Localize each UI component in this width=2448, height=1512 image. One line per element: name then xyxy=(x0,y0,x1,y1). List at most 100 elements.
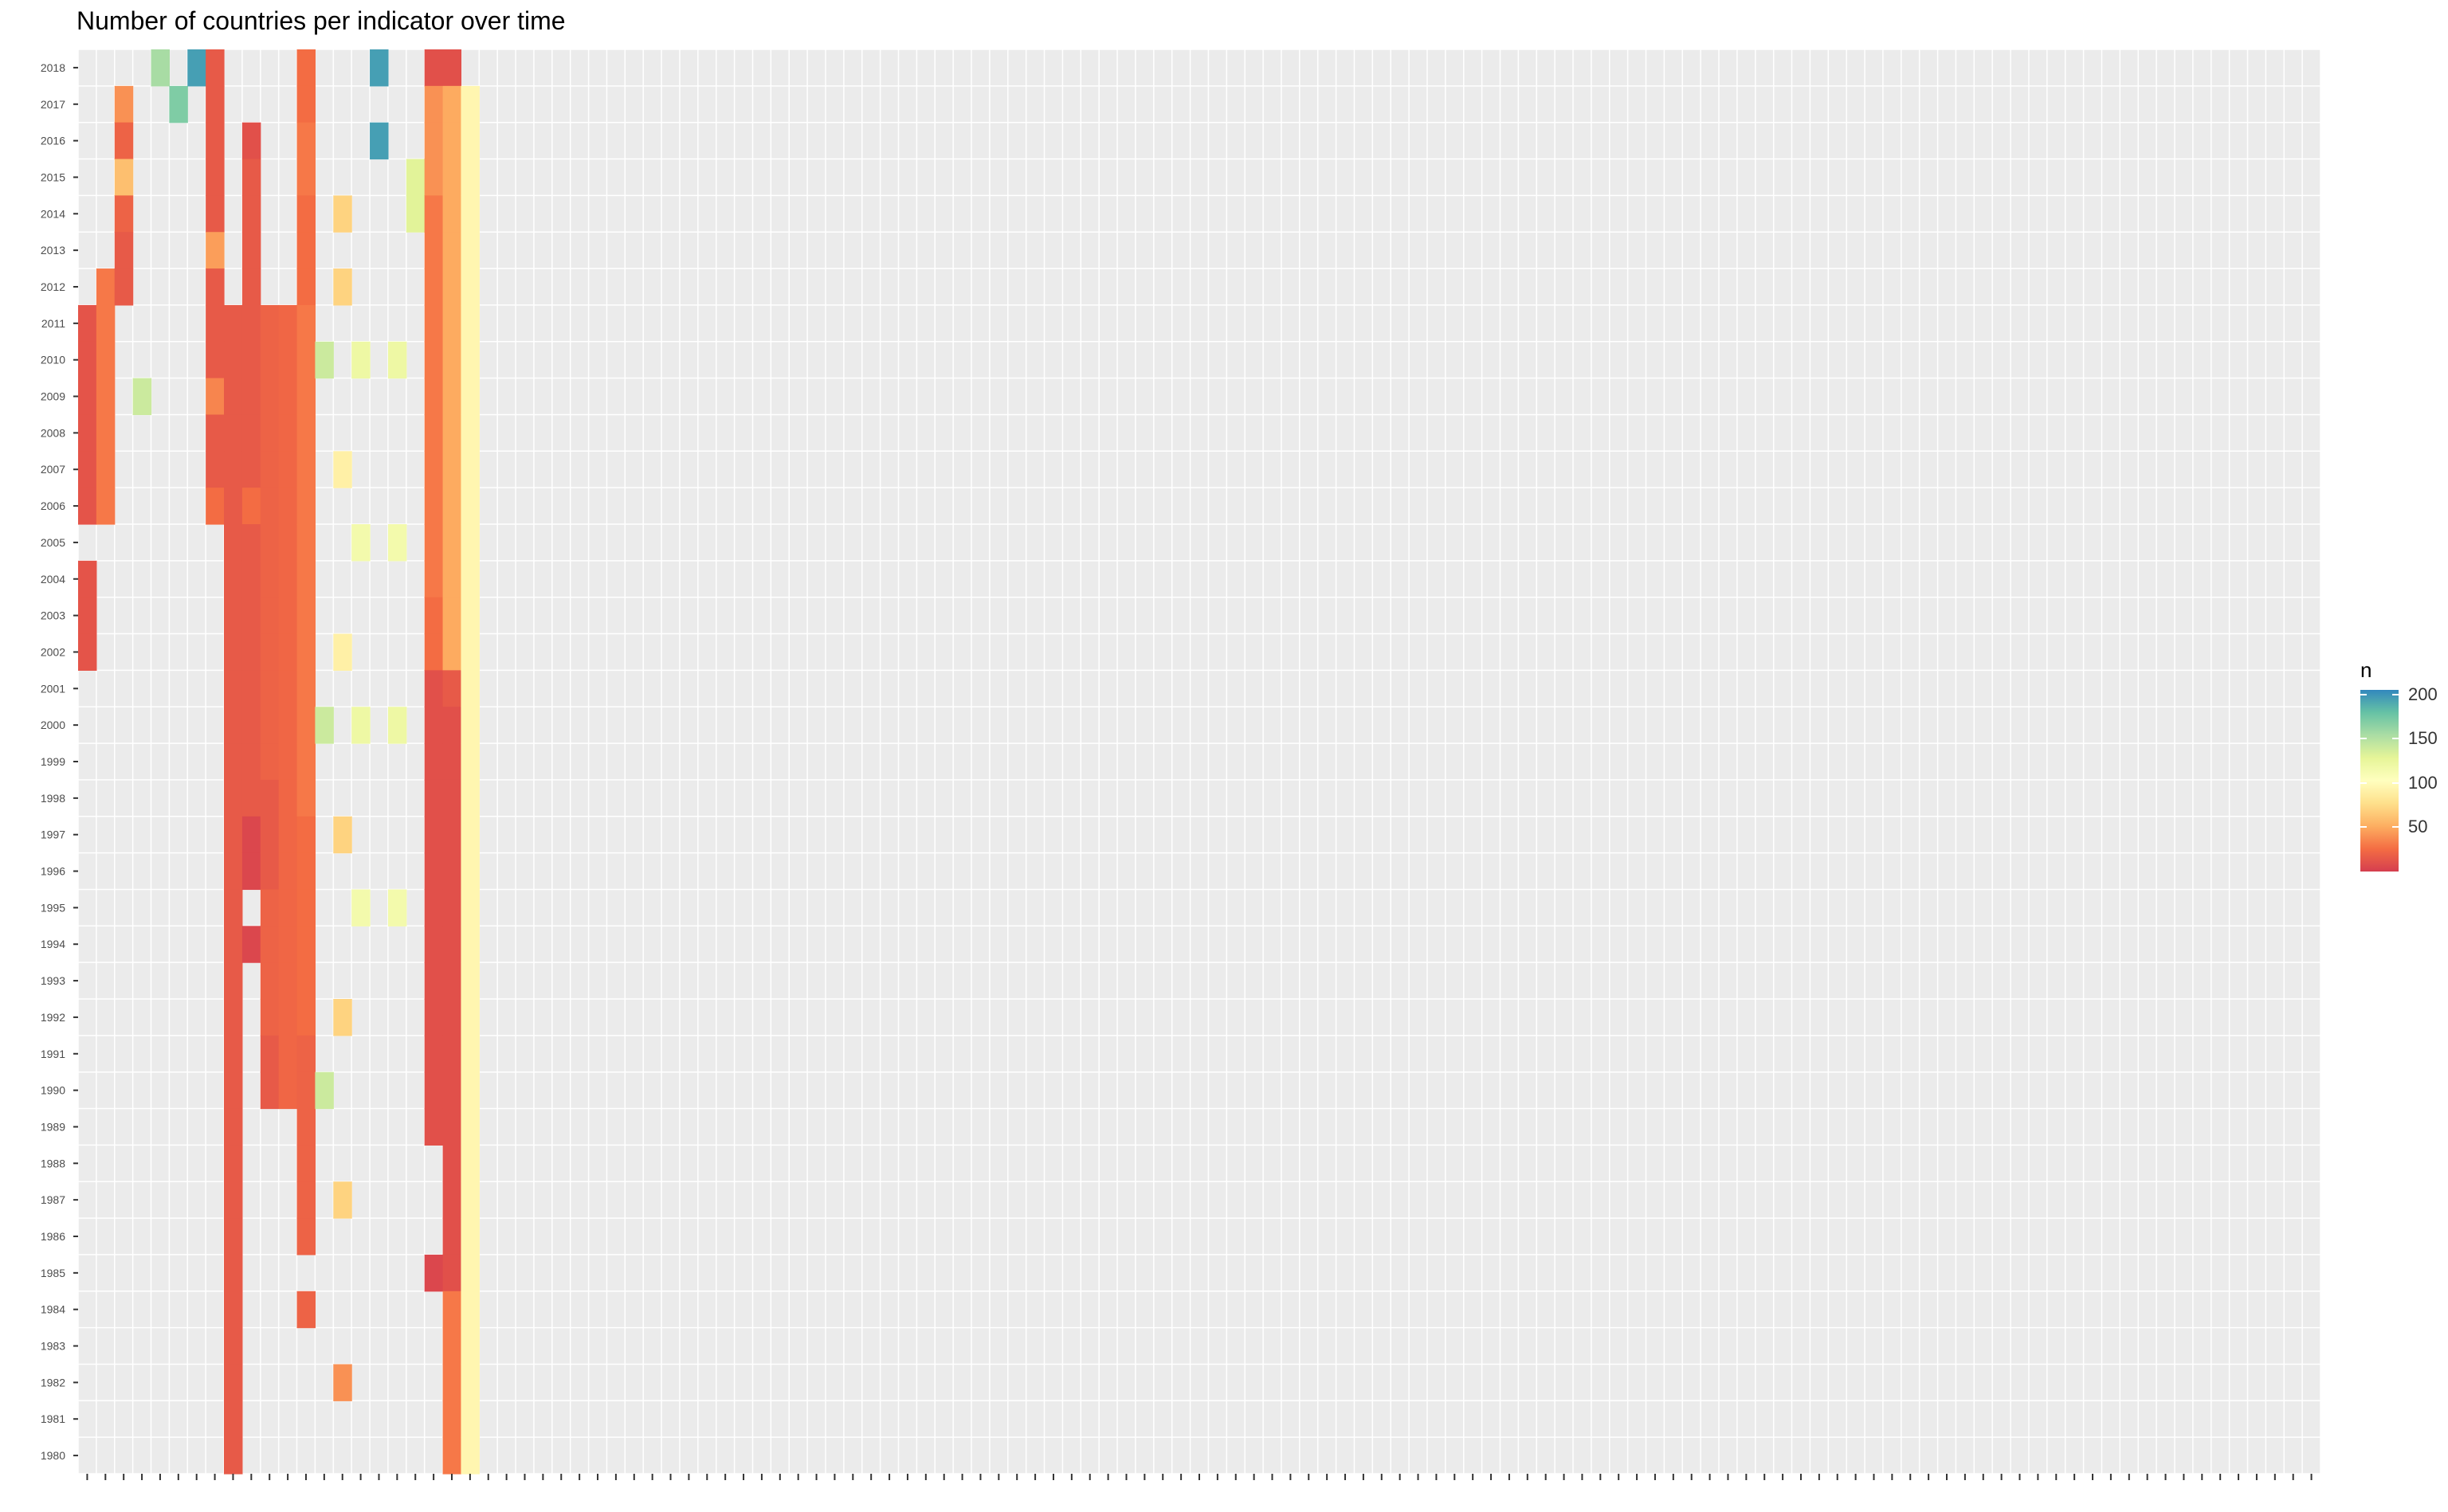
heatmap-tile xyxy=(224,1108,243,1146)
legend-color-bar xyxy=(2360,690,2399,872)
heatmap-tile xyxy=(461,670,480,707)
heatmap-tile xyxy=(296,159,316,196)
heatmap-tile xyxy=(424,195,444,233)
heatmap-tile xyxy=(241,633,261,671)
heatmap-tile xyxy=(241,779,261,817)
heatmap-tile xyxy=(424,816,444,854)
heatmap-tile xyxy=(224,1400,243,1438)
heatmap-tile xyxy=(260,743,280,781)
heatmap-tile xyxy=(260,414,280,452)
y-tick-label: 2005 xyxy=(41,536,65,549)
heatmap-tile xyxy=(241,304,261,343)
heatmap-tile xyxy=(442,1437,462,1475)
heatmap-tile xyxy=(424,779,444,817)
heatmap-tile xyxy=(387,341,407,379)
y-tick-label: 1991 xyxy=(41,1048,65,1060)
heatmap-tile xyxy=(296,451,316,488)
heatmap-tile xyxy=(224,341,243,379)
heatmap-tile xyxy=(424,341,444,379)
heatmap-tile xyxy=(333,999,352,1036)
heatmap-tile xyxy=(224,889,243,926)
heatmap-tile xyxy=(424,451,444,488)
heatmap-tile xyxy=(78,304,97,343)
heatmap-tile xyxy=(260,1035,280,1073)
heatmap-tile xyxy=(442,816,462,854)
heatmap-tile xyxy=(424,560,444,598)
heatmap-tile xyxy=(260,378,280,416)
legend-title: n xyxy=(2360,658,2372,682)
y-tick-label: 1993 xyxy=(41,974,65,987)
heatmap-tile xyxy=(224,597,243,635)
heatmap-tile xyxy=(296,232,316,269)
heatmap-tile xyxy=(424,1108,444,1146)
y-tick-label: 2003 xyxy=(41,609,65,622)
heatmap-tile xyxy=(224,1035,243,1073)
heatmap-tile xyxy=(315,341,334,379)
heatmap-tile xyxy=(224,1291,243,1329)
y-tick-label: 1995 xyxy=(41,901,65,914)
heatmap-tile xyxy=(461,1071,480,1110)
heatmap-tile xyxy=(278,889,298,926)
heatmap-tile xyxy=(241,232,261,269)
heatmap-tile xyxy=(96,378,116,416)
heatmap-tile xyxy=(206,488,225,525)
heatmap-tile xyxy=(224,1071,243,1110)
color-legend: n 50 100 150 200 xyxy=(2360,658,2440,881)
heatmap-tile xyxy=(424,1035,444,1073)
heatmap-tile xyxy=(461,268,480,306)
heatmap-tile xyxy=(296,852,316,891)
heatmap-tile xyxy=(241,122,261,160)
heatmap-tile xyxy=(442,962,462,1000)
y-tick-label: 2011 xyxy=(41,317,65,330)
heatmap-tile xyxy=(442,926,462,963)
heatmap-tile xyxy=(278,378,298,416)
heatmap-tile xyxy=(278,962,298,1000)
heatmap-tile xyxy=(461,1254,480,1292)
heatmap-tile xyxy=(315,707,334,744)
heatmap-tile xyxy=(461,85,480,123)
chart-title: Number of countries per indicator over t… xyxy=(76,6,566,35)
y-tick-label: 1987 xyxy=(41,1193,65,1206)
heatmap-tile xyxy=(296,889,316,926)
heatmap-tile xyxy=(461,999,480,1036)
heatmap-tile xyxy=(78,560,97,598)
heatmap-tile xyxy=(296,999,316,1036)
heatmap-tile xyxy=(333,633,352,671)
heatmap-tile xyxy=(461,633,480,671)
heatmap-tile xyxy=(442,1108,462,1146)
heatmap-tile xyxy=(96,268,116,306)
heatmap-tile xyxy=(224,999,243,1036)
heatmap-tile xyxy=(442,707,462,744)
heatmap-tile xyxy=(296,597,316,635)
heatmap-tile xyxy=(424,1071,444,1110)
heatmap-tile xyxy=(387,889,407,926)
heatmap-tile xyxy=(224,1181,243,1219)
heatmap-tile xyxy=(387,524,407,562)
heatmap-tile xyxy=(424,1254,444,1292)
heatmap-tile xyxy=(278,1035,298,1073)
heatmap-tile xyxy=(278,852,298,891)
heatmap-tile xyxy=(296,1071,316,1110)
heatmap-tile xyxy=(278,779,298,817)
heatmap-tile xyxy=(442,1254,462,1292)
heatmap-tile xyxy=(296,1145,316,1182)
heatmap-tile xyxy=(442,451,462,488)
heatmap-tile xyxy=(424,852,444,891)
heatmap-tile xyxy=(461,304,480,343)
heatmap-tile xyxy=(241,451,261,488)
heatmap-tile xyxy=(260,999,280,1036)
heatmap-tile xyxy=(278,414,298,452)
y-tick-label: 2014 xyxy=(41,207,65,220)
heatmap-tile xyxy=(296,122,316,160)
heatmap-tile xyxy=(224,743,243,781)
heatmap-tile xyxy=(187,49,206,87)
heatmap-tile xyxy=(206,378,225,416)
heatmap-tile xyxy=(424,962,444,1000)
y-tick-label: 2000 xyxy=(41,719,65,731)
heatmap-tile xyxy=(461,1364,480,1401)
heatmap-tile xyxy=(442,49,462,87)
heatmap-tile xyxy=(461,451,480,488)
heatmap-tile xyxy=(333,195,352,233)
heatmap-tile xyxy=(296,1035,316,1073)
